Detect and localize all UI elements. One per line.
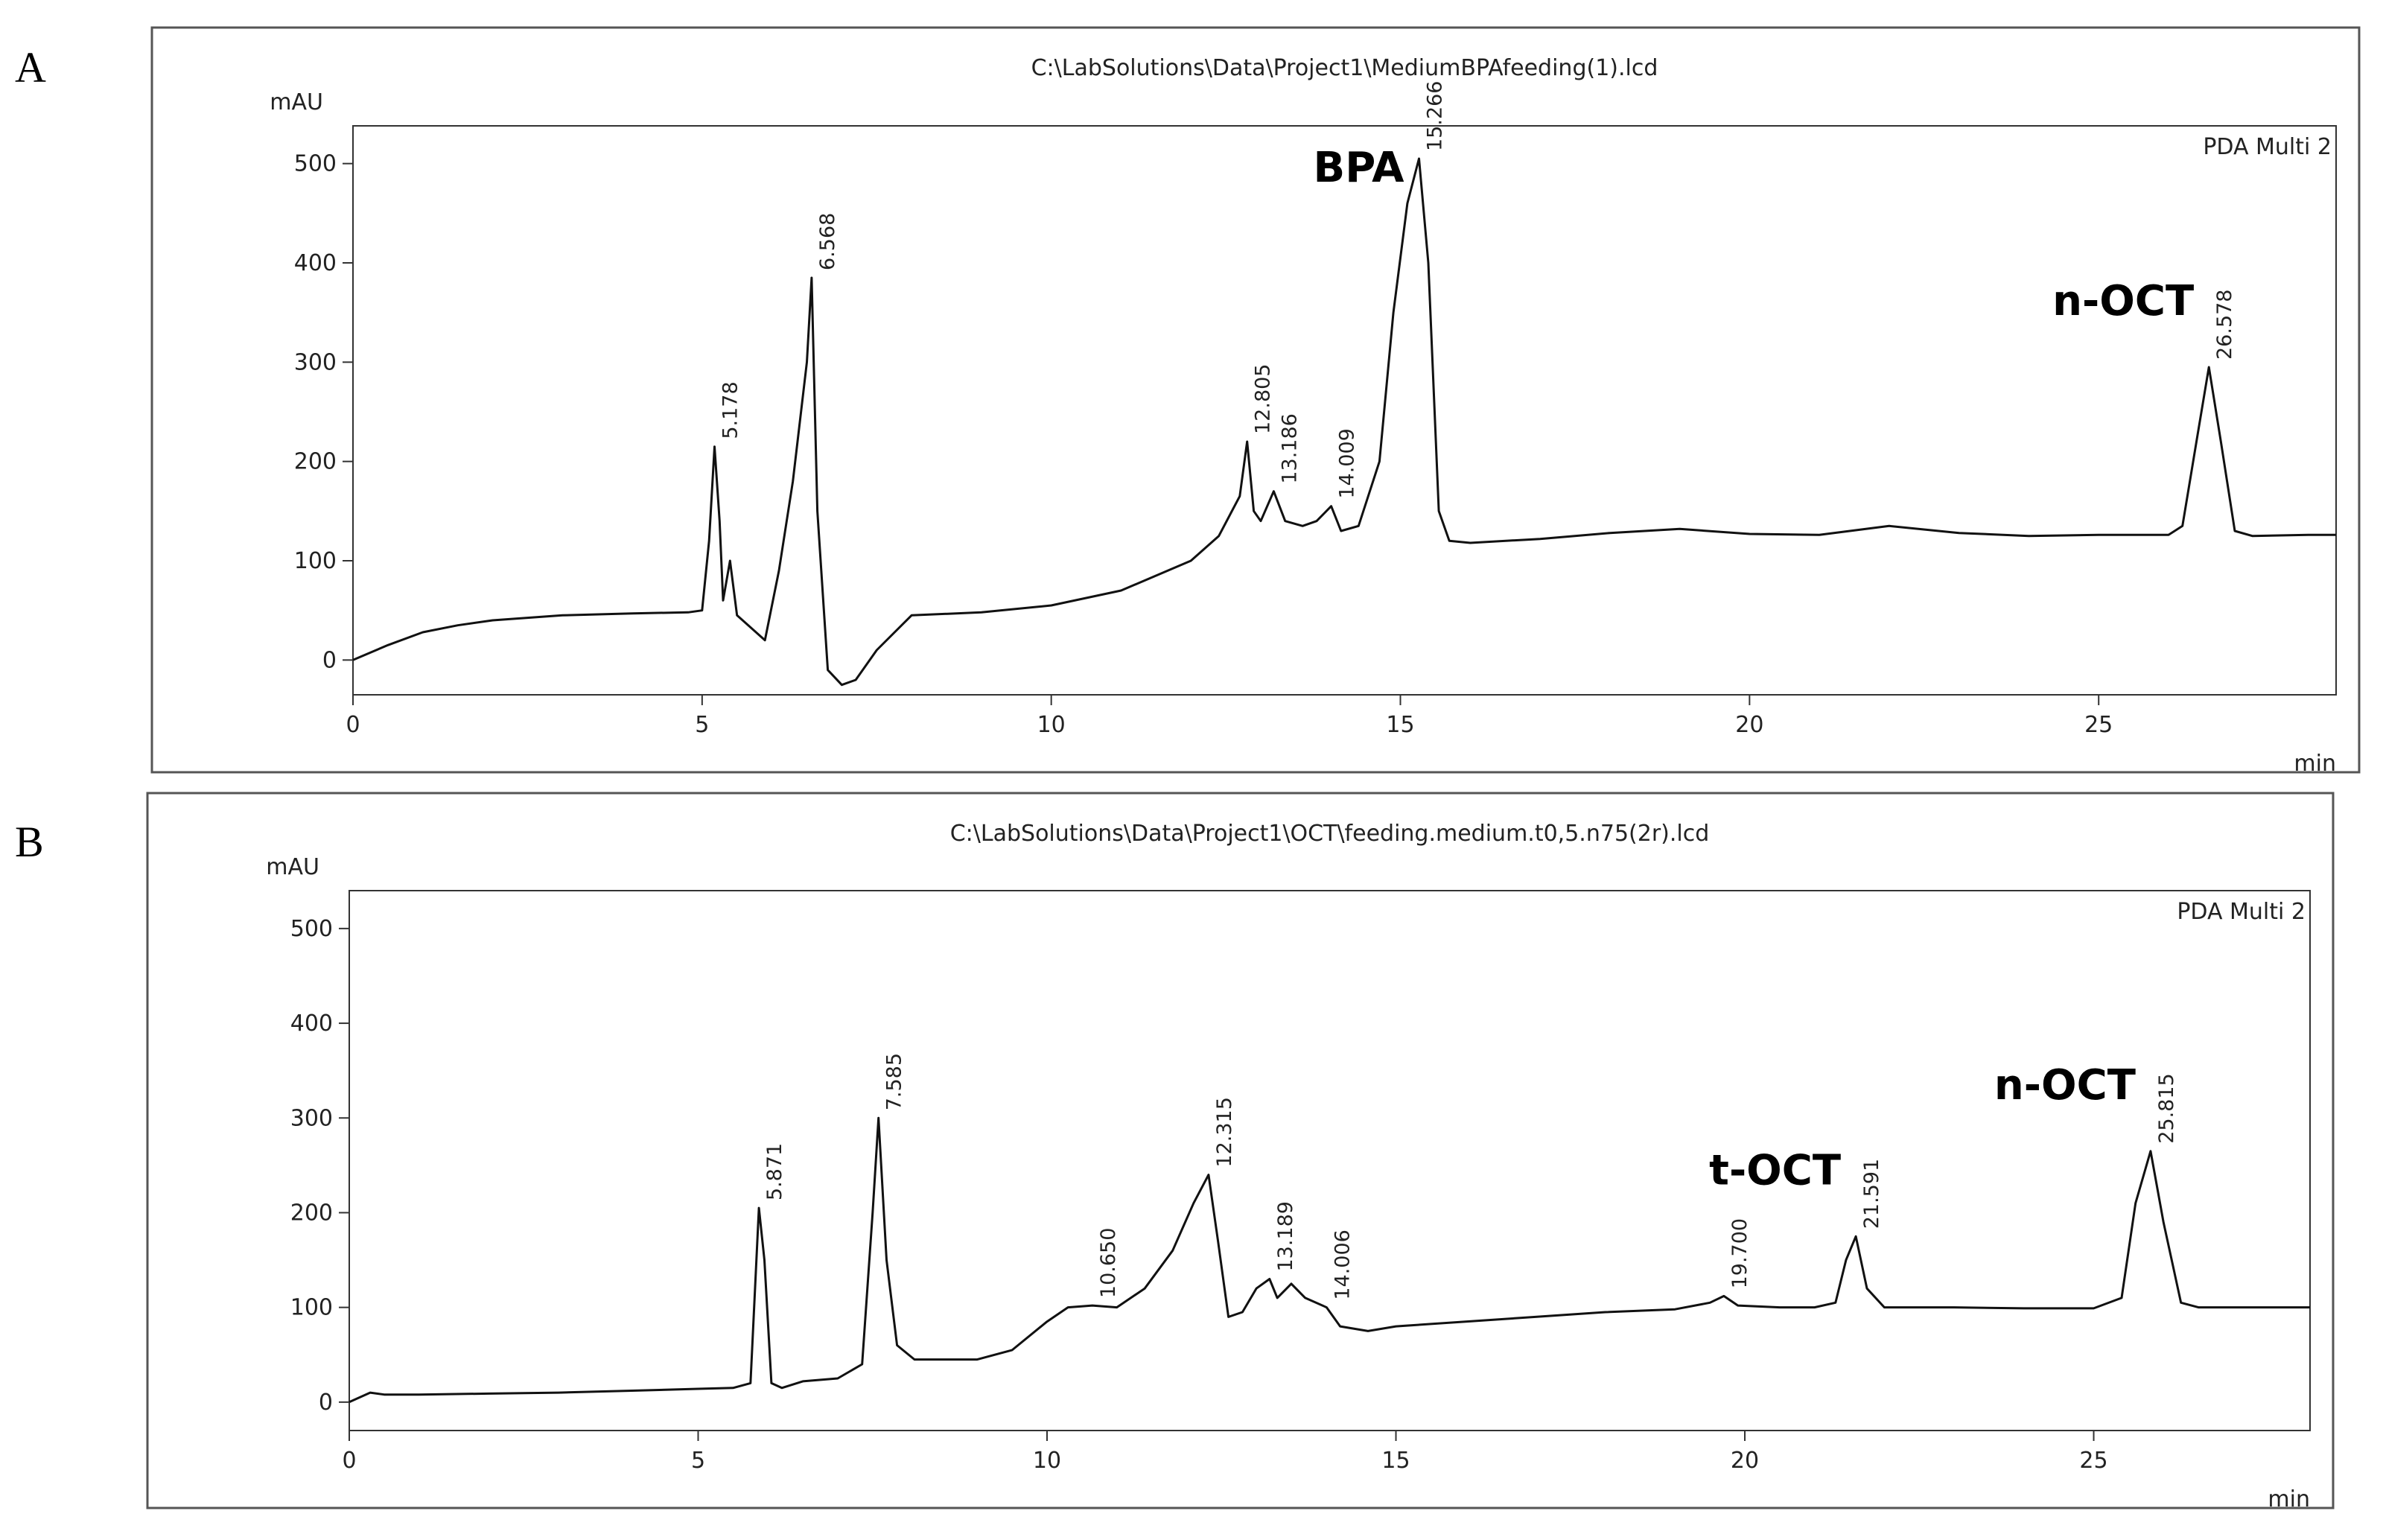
y-tick-label: 100 <box>294 548 337 574</box>
peak-label: 12.315 <box>1213 1097 1236 1167</box>
y-tick-label: 200 <box>294 449 337 475</box>
peak-label: 21.591 <box>1860 1159 1883 1229</box>
plot-area <box>349 890 2311 1431</box>
x-tick-label: 25 <box>2079 1448 2107 1474</box>
compound-label: n-OCT <box>1994 1061 2136 1110</box>
peak-label: 15.266 <box>1423 81 1446 151</box>
x-tick-label: 20 <box>1735 712 1763 738</box>
peak-label: 13.189 <box>1274 1201 1297 1271</box>
y-tick-label: 100 <box>290 1295 333 1321</box>
peak-label: 25.815 <box>2155 1073 2178 1143</box>
panel-label: B <box>15 818 44 866</box>
peak-label: 5.178 <box>719 381 742 439</box>
y-tick-label: 300 <box>290 1105 333 1131</box>
x-tick-label: 0 <box>342 1448 356 1474</box>
panel-frame <box>146 792 2335 1509</box>
peak-label: 26.578 <box>2213 290 2236 360</box>
plot-area <box>352 125 2337 696</box>
peak-label: 12.805 <box>1252 364 1275 434</box>
x-tick-label: 10 <box>1033 1448 1061 1474</box>
peak-label: 5.871 <box>763 1143 786 1200</box>
compound-label: n-OCT <box>2052 277 2194 325</box>
file-title: C:\LabSolutions\Data\Project1\MediumBPAf… <box>1031 55 1658 81</box>
peak-label: 10.650 <box>1097 1228 1120 1298</box>
compound-label: BPA <box>1314 144 1405 192</box>
x-axis-label: min <box>2268 1486 2310 1512</box>
panel-label: A <box>15 43 46 92</box>
detector-label: PDA Multi 2 <box>2203 134 2332 160</box>
peak-label: 14.009 <box>1336 428 1359 498</box>
peak-label: 14.006 <box>1331 1229 1354 1299</box>
y-tick-label: 200 <box>290 1200 333 1226</box>
x-tick-label: 15 <box>1381 1448 1410 1474</box>
y-tick-label: 0 <box>319 1390 333 1416</box>
detector-label: PDA Multi 2 <box>2177 899 2306 925</box>
file-title: C:\LabSolutions\Data\Project1\OCT\feedin… <box>950 821 1710 847</box>
x-tick-label: 20 <box>1731 1448 1759 1474</box>
x-tick-label: 25 <box>2084 712 2113 738</box>
panel-frame <box>150 26 2361 774</box>
y-axis-label: mAU <box>270 89 323 115</box>
y-tick-label: 400 <box>290 1011 333 1037</box>
x-tick-label: 15 <box>1386 712 1414 738</box>
peak-label: 7.585 <box>883 1053 906 1110</box>
y-axis-label: mAU <box>266 854 319 880</box>
x-tick-label: 10 <box>1037 712 1066 738</box>
x-tick-label: 5 <box>695 712 709 738</box>
y-tick-label: 0 <box>322 647 337 673</box>
peak-label: 13.186 <box>1278 413 1301 483</box>
y-tick-label: 500 <box>290 916 333 942</box>
peak-label: 19.700 <box>1728 1218 1752 1288</box>
x-tick-label: 0 <box>346 712 360 738</box>
x-axis-label: min <box>2294 751 2336 777</box>
x-tick-label: 5 <box>691 1448 705 1474</box>
chromatogram-trace <box>352 157 2336 687</box>
y-tick-label: 300 <box>294 349 337 375</box>
chromatogram-trace <box>349 1116 2310 1404</box>
y-tick-label: 400 <box>294 250 337 276</box>
peak-label: 6.568 <box>816 213 839 270</box>
compound-label: t-OCT <box>1709 1146 1841 1194</box>
y-tick-label: 500 <box>294 151 337 177</box>
